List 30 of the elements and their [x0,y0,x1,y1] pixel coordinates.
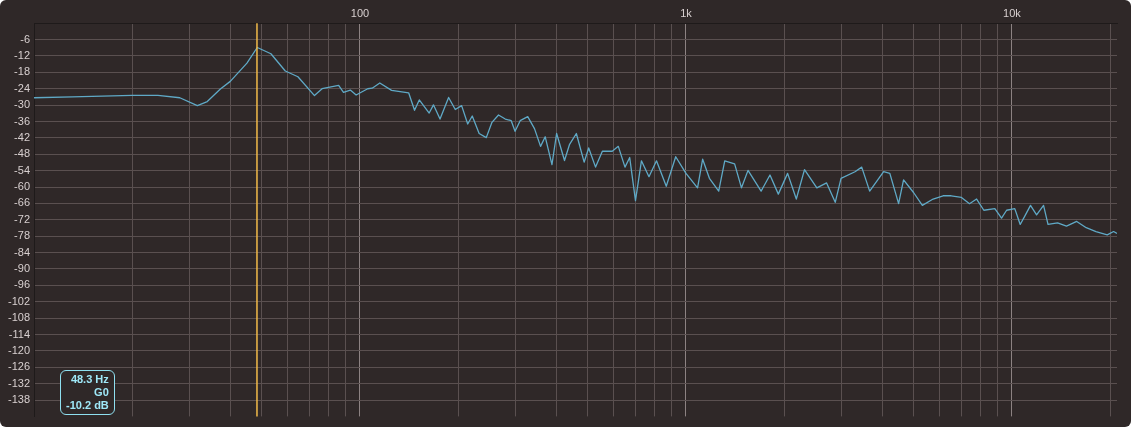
y-tick-label: -90 [14,261,31,274]
y-tick-label: -108 [7,311,31,324]
y-tick-label: -42 [14,130,31,143]
y-tick-label: -138 [7,393,31,406]
x-tick-label: 100 [350,6,370,19]
y-tick-label: -114 [8,327,31,340]
y-tick-label: -6 [20,32,31,45]
y-tick-label: -48 [14,147,31,160]
y-tick-label: -66 [14,196,31,209]
y-tick-label: -120 [7,343,31,356]
y-tick-label: -78 [14,229,31,242]
x-tick-label: 1k [680,6,693,19]
annotation: G0 [93,386,109,399]
y-tick-label: -72 [14,212,31,225]
y-tick-label: -24 [14,81,31,94]
y-tick-label: -126 [7,360,31,373]
y-tick-label: -18 [14,65,31,78]
annotation: 48.3 Hz [69,373,109,386]
x-tick-label: 10k [1003,6,1022,19]
y-tick-label: -12 [14,49,31,61]
y-tick-label: -84 [14,245,31,258]
readout-box: 48.3 Hz G0 -10.2 dB [60,370,115,415]
y-tick-label: -102 [7,294,31,307]
y-tick-label: -96 [14,278,31,291]
y-tick-label: -132 [7,376,31,389]
y-tick-label: -30 [14,98,31,111]
y-tick-label: -54 [14,163,31,176]
y-tick-label: -60 [14,180,31,193]
annotation: -10.2 dB [66,399,109,412]
y-tick-label: -36 [14,114,31,127]
